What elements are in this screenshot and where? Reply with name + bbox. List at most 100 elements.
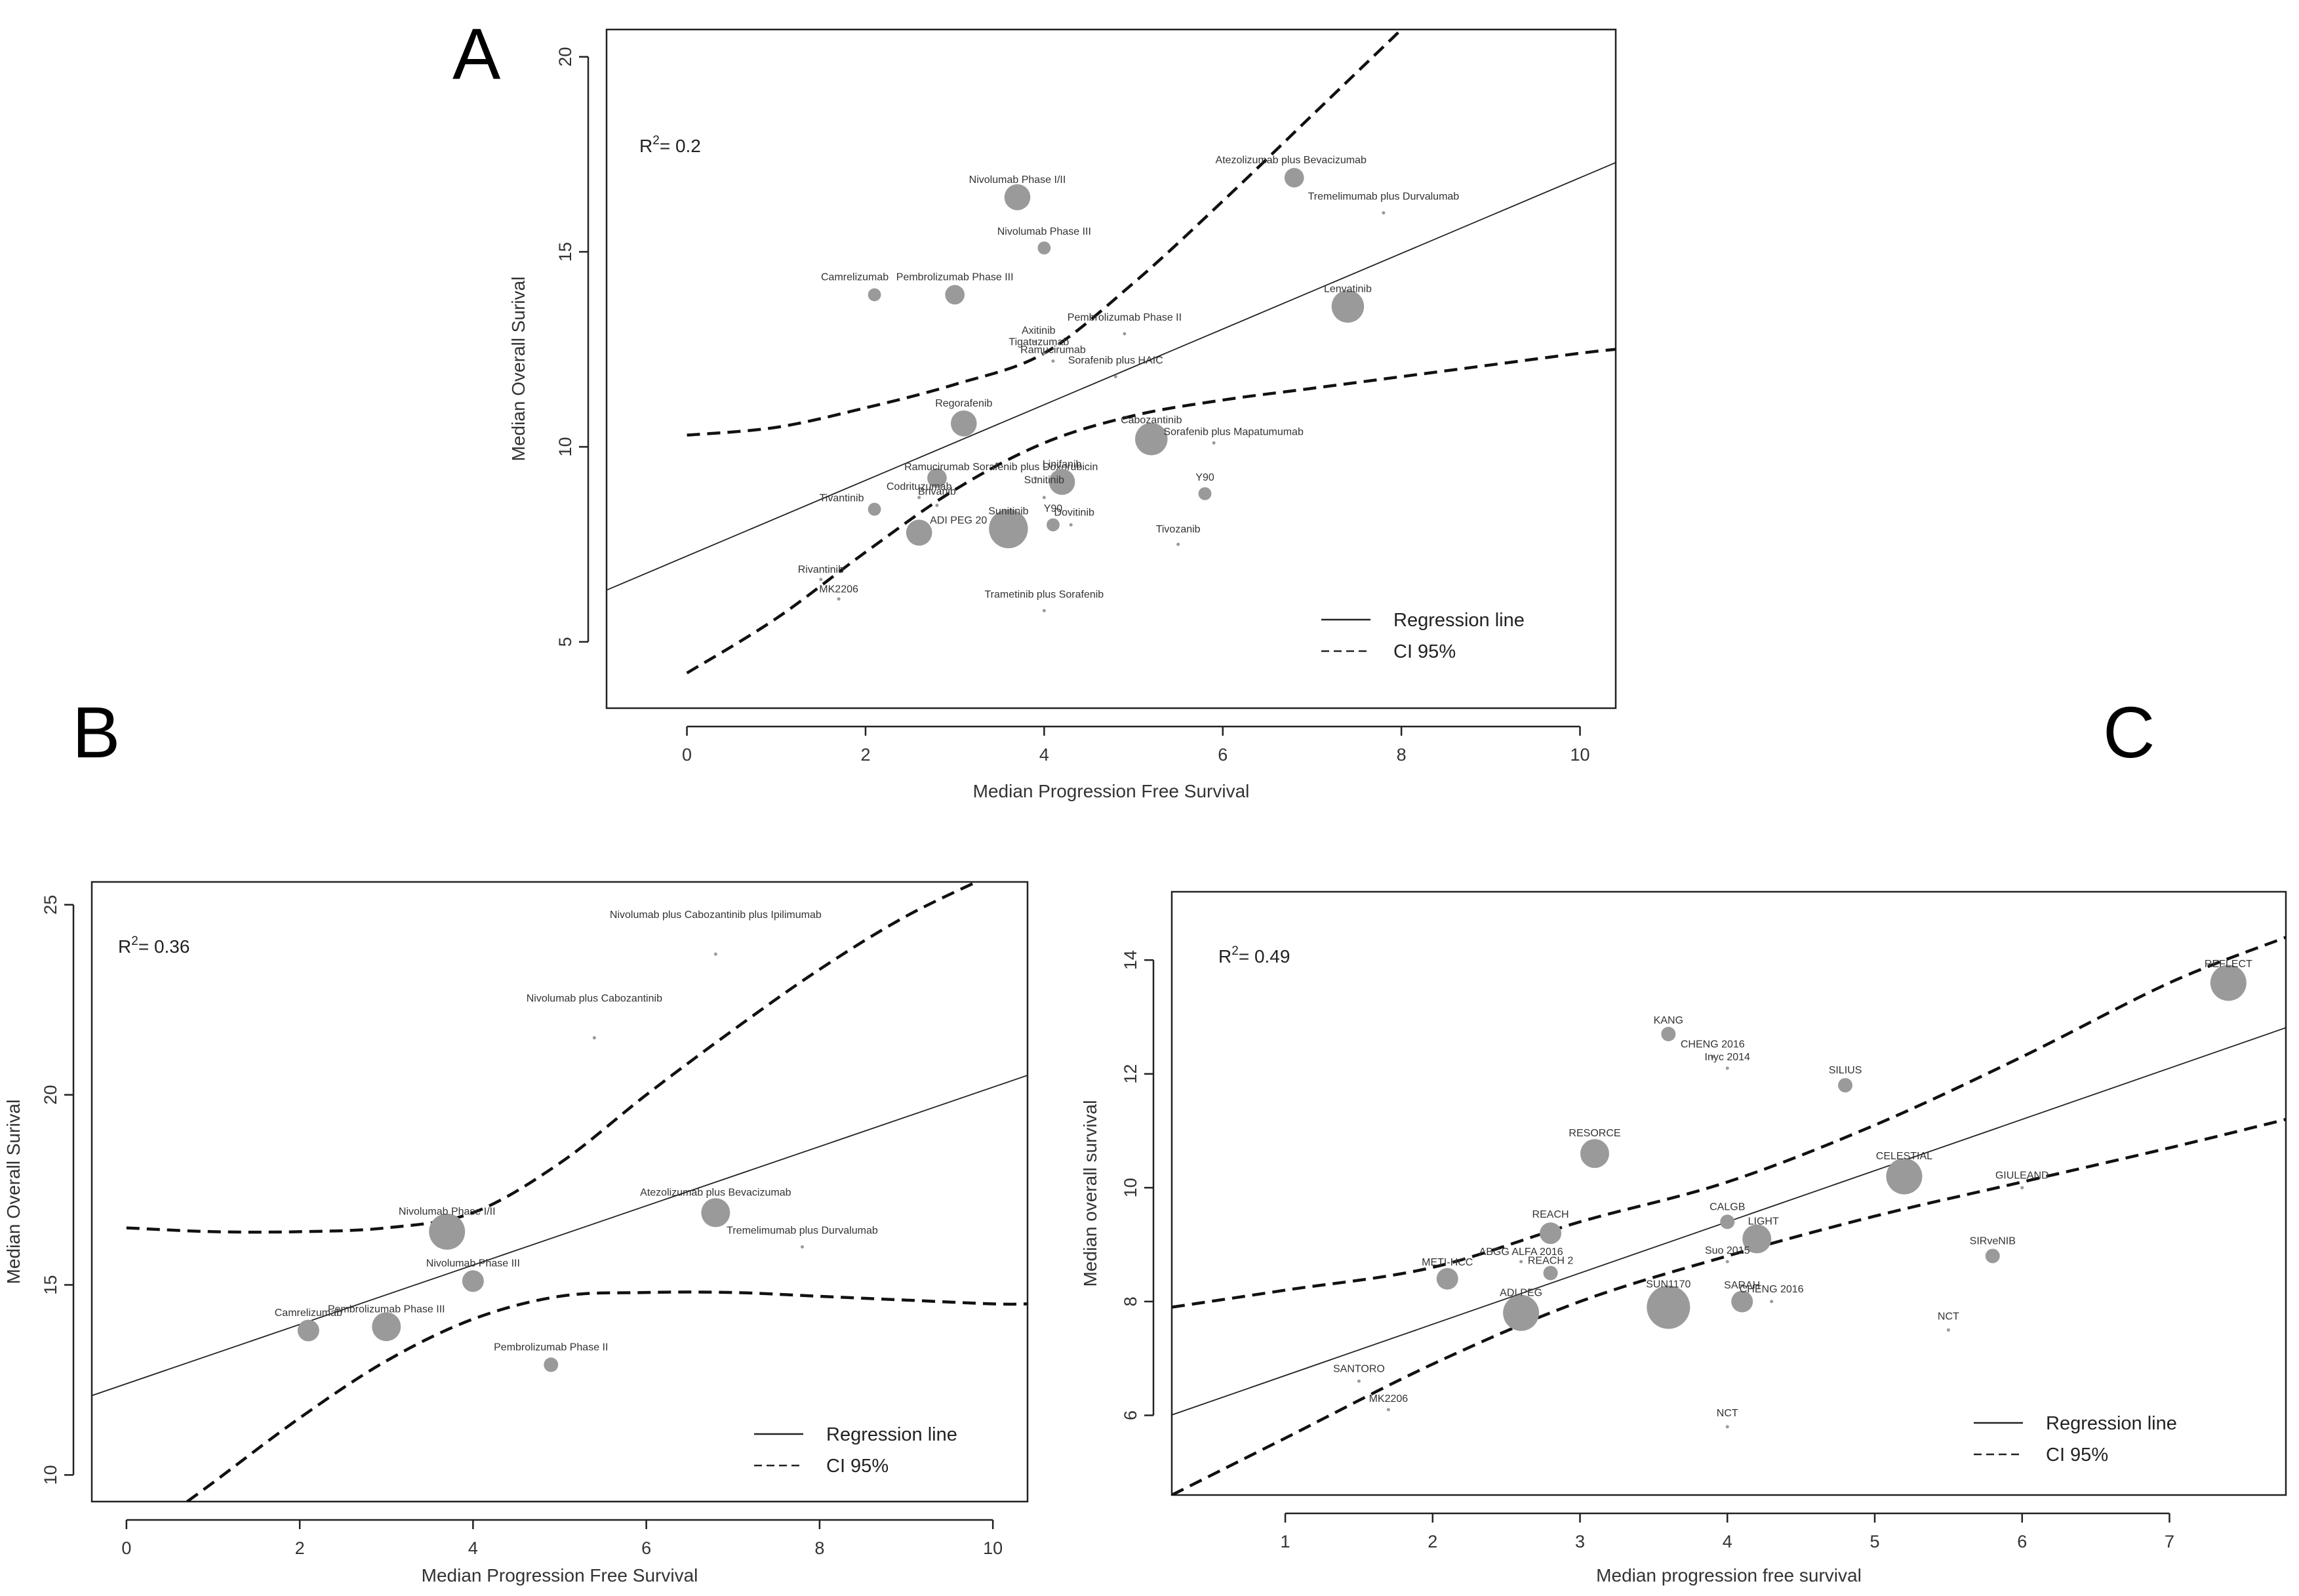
ci-upper-curve [1172,936,2286,1309]
data-point-silius [1838,1078,1853,1093]
point-label-ramucirumab: Ramucirumab [1020,345,1086,356]
data-point-nivolumab-phase-iii [462,1270,484,1292]
data-point-sarah [1731,1290,1753,1313]
point-label-abgg-alfa-2016: ABGG ALFA 2016 [1479,1247,1563,1258]
x-tick-label: 6 [641,1538,651,1558]
point-label-cabozantinib: Cabozantinib [1121,415,1182,426]
data-point-nivolumab-phase-i-ii [429,1213,466,1250]
data-point-sunitinib [989,509,1028,549]
point-label-tivantinib: Tivantinib [820,493,864,504]
point-label-camrelizumab: Camrelizumab [821,271,889,283]
x-tick-label: 6 [1218,745,1228,765]
regression-line [92,1075,1028,1397]
point-label-meti-hcc: METI-HCC [1422,1257,1473,1268]
data-point-trametinib-plus-sorafenib [1042,608,1046,612]
data-point-atezolizumab-plus-bevacizumab [1284,168,1304,188]
plot-frame [1170,890,2287,1496]
point-label-dovitinib: Dovitinib [1054,507,1094,518]
point-label-trametinib-plus-sorafenib: Trametinib plus Sorafenib [984,589,1104,600]
x-tick-label: 10 [983,1538,1003,1558]
data-point-cabozantinib [1135,422,1168,456]
point-label-y90: Y90 [1044,503,1063,514]
point-label-sunitinib: Sunitinib [1024,475,1064,486]
point-label-sorafenib-plus-haic: Sorafenib plus HAIC [1068,355,1163,366]
data-point-pembrolizumab-phase-ii [1123,332,1127,336]
data-point-giuleand [2020,1186,2024,1189]
point-label-adi-peg: ADI PEG [1500,1287,1542,1298]
data-point-tremelimumab-plus-durvalumab [1382,211,1386,215]
point-label-inyc-2014: Inyc 2014 [1705,1052,1750,1063]
y-axis-title: Median Overall Surival [3,1100,24,1285]
data-point-pembrolizumab-phase-iii [945,285,965,305]
point-label-light: LIGHT [1748,1216,1779,1227]
data-point-codrituzumab [917,496,921,500]
point-label-tremelimumab-plus-durvalumab: Tremelimumab plus Durvalumab [1308,191,1460,203]
data-point-cheng-2016 [1770,1300,1774,1304]
point-label-camrelizumab: Camrelizumab [275,1307,342,1319]
data-point-camrelizumab [868,288,881,302]
data-point-suo-2015 [1725,1260,1729,1264]
point-label-pembrolizumab-phase-ii: Pembrolizumab Phase II [494,1342,608,1353]
plot-frame [90,881,1029,1503]
x-tick-label: 5 [1869,1532,1879,1551]
point-label-mk2206: MK2206 [1369,1393,1409,1405]
y-axis-title: Median overall survival [1080,1100,1100,1287]
data-point-rivantinib [819,578,823,582]
legend-ci-label: CI 95% [2046,1445,2108,1466]
data-point-inyc-2014 [1725,1066,1729,1070]
x-tick-label: 3 [1575,1532,1585,1551]
x-tick-label: 7 [2165,1532,2174,1551]
point-label-ramucirumab: Ramucirumab [904,462,970,473]
x-tick-label: 6 [2017,1532,2027,1551]
point-label-kang: KANG [1654,1015,1683,1026]
data-point-mk2206 [837,597,841,601]
y-tick-label: 25 [41,895,60,915]
data-point-reach [1540,1222,1562,1245]
r-squared-label: R2= 0.2 [639,134,701,156]
y-tick-label: 20 [41,1085,60,1105]
point-label-sarah: SARAH [1724,1280,1760,1291]
x-tick-label: 8 [814,1538,824,1558]
point-label-celestial: CELESTIAL [1876,1151,1932,1162]
point-label-sun1170: SUN1170 [1646,1279,1690,1290]
x-tick-label: 10 [1570,745,1589,765]
x-tick-label: 0 [121,1538,131,1558]
point-label-linifanib: Linifanib [1043,459,1082,470]
point-label-tigatuzumab: Tigatuzumab [1009,337,1069,348]
point-label-regorafenib: Regorafenib [935,398,992,409]
data-point-ramucirumab [1051,359,1055,363]
data-point-tivozanib [1176,542,1180,546]
ci-lower-curve [686,348,1616,675]
data-point-nivolumab-plus-cabozantinib [592,1036,596,1040]
data-point-nivolumab-phase-iii [1037,241,1051,255]
x-axis-title: Median Progression Free Survival [422,1565,698,1586]
data-point-axitinib [1033,340,1037,344]
point-label-tivozanib: Tivozanib [1156,524,1201,535]
point-label-santoro: SANTORO [1333,1363,1385,1374]
data-point-pembrolizumab-phase-iii [372,1312,401,1342]
data-point-sorafenib-plus-doxorubicin [1033,476,1037,480]
point-label-codrituzumab: Codrituzumab [887,481,952,492]
legend-regression-label: Regression line [2046,1413,2177,1434]
data-point-santoro [1357,1379,1361,1383]
chart-panel-a: 0 2 4 6 8 10 5 10 15 20 Median Progression Free Su… [508,28,1617,801]
y-tick-label: 10 [1121,1178,1140,1197]
x-tick-label: 4 [1723,1532,1732,1551]
data-point-nct [1725,1425,1729,1429]
data-point-cheng-2016 [1711,1055,1715,1059]
point-label-pembrolizumab-phase-ii: Pembrolizumab Phase II [1068,312,1182,323]
panel-letter-b: B [72,692,120,773]
point-label-atezolizumab-plus-bevacizumab: Atezolizumab plus Bevacizumab [640,1187,791,1198]
data-point-calgb [1720,1214,1735,1229]
data-point-nivolumab-plus-cabozantinib-plus-ipilimumab [713,952,717,956]
point-label-sorafenib-plus-mapatumumab: Sorafenib plus Mapatumumab [1163,427,1304,438]
point-label-tremelimumab-plus-durvalumab: Tremelimumab plus Durvalumab [727,1226,878,1237]
data-point-linifanib [1049,469,1075,495]
data-point-y90 [1198,487,1212,500]
data-point-dovitinib [1069,523,1073,527]
legend-ci-label: CI 95% [826,1456,889,1477]
legend-regression-label: Regression line [1393,610,1525,631]
point-label-adi-peg-20: ADI PEG 20 [930,515,987,526]
point-label-axitinib: Axitinib [1022,325,1056,336]
data-point-adi-peg [1503,1294,1540,1331]
